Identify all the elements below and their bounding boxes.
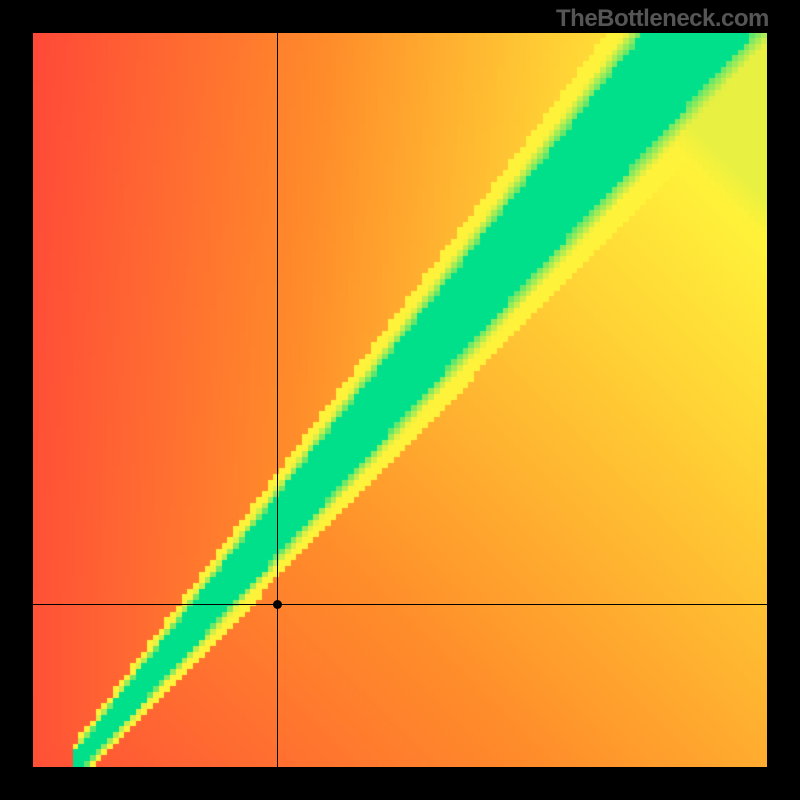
- bottleneck-heatmap: [33, 33, 767, 767]
- crosshair-vertical: [277, 33, 278, 767]
- watermark-text: TheBottleneck.com: [556, 5, 769, 33]
- crosshair-horizontal: [33, 604, 767, 605]
- crosshair-marker: [273, 600, 282, 609]
